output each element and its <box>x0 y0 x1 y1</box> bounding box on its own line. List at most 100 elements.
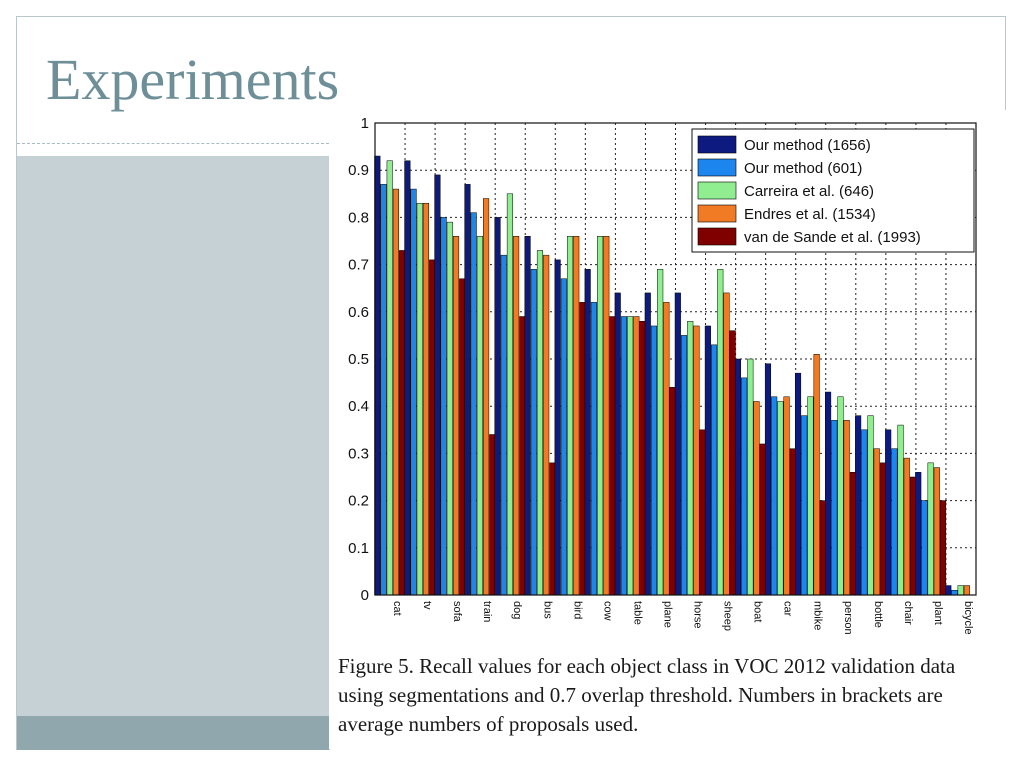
bar-person-1 <box>825 391 832 596</box>
bar-bird-4 <box>573 236 580 596</box>
bar-table-2 <box>620 316 627 596</box>
x-tick-label-chair: chair <box>902 601 914 625</box>
x-tick-label-bottle: bottle <box>872 601 884 628</box>
bar-horse-3 <box>687 320 694 596</box>
x-tick-label-tv: tv <box>421 601 433 610</box>
bar-plane-1 <box>644 292 651 596</box>
legend-swatch-2 <box>697 158 737 177</box>
x-tick-label-sheep: sheep <box>722 601 734 631</box>
bar-sofa-4 <box>452 236 460 596</box>
bar-plane-2 <box>650 325 658 596</box>
y-tick-label: 1 <box>361 115 369 132</box>
y-tick-label: 0.1 <box>348 540 369 557</box>
bar-cat-3 <box>386 160 393 596</box>
bar-person-3 <box>837 396 844 596</box>
bar-bus-2 <box>530 269 537 596</box>
bar-sheep-5 <box>729 330 736 596</box>
bar-sheep-4 <box>723 292 730 596</box>
x-tick-label-mbike: mbike <box>812 601 824 630</box>
bar-sofa-1 <box>434 174 441 596</box>
slide-title: Experiments <box>46 47 340 112</box>
bar-tv-1 <box>404 160 411 596</box>
bar-boat-3 <box>747 358 754 596</box>
bar-boat-2 <box>741 377 748 596</box>
bar-tv-4 <box>422 202 430 596</box>
bar-train-2 <box>470 212 477 596</box>
x-tick-label-dog: dog <box>511 601 523 619</box>
legend-label-5: van de Sande et al. (1993) <box>744 229 921 246</box>
legend-box <box>691 128 975 253</box>
bar-bus-1 <box>524 236 531 596</box>
legend-swatch-5 <box>697 227 737 246</box>
legend-label-1: Our method (1656) <box>744 137 871 154</box>
bar-plant-5 <box>939 500 947 596</box>
side-accent-bar <box>17 716 329 750</box>
bar-sofa-2 <box>440 217 447 596</box>
bar-boat-4 <box>753 401 760 596</box>
bar-chair-4 <box>903 457 910 596</box>
legend-swatch-4 <box>697 204 737 223</box>
y-tick-label: 0.2 <box>348 493 369 510</box>
bar-dog-4 <box>513 236 520 596</box>
y-tick-label: 0.8 <box>348 209 369 226</box>
bar-dog-2 <box>500 254 507 596</box>
x-tick-label-train: train <box>481 601 493 622</box>
bar-dog-5 <box>519 316 526 596</box>
y-tick-label: 0.9 <box>348 162 369 179</box>
bar-train-4 <box>483 198 490 596</box>
bar-car-1 <box>764 363 772 596</box>
bar-train-5 <box>489 434 496 596</box>
bar-cat-4 <box>392 188 399 596</box>
x-tick-label-boat: boat <box>752 601 764 622</box>
x-tick-label-bicycle: bicycle <box>962 601 974 635</box>
bar-bottle-3 <box>867 415 874 596</box>
bar-cow-1 <box>584 269 591 596</box>
bar-boat-5 <box>759 443 766 596</box>
legend-swatch-3 <box>697 181 737 200</box>
bar-cow-4 <box>603 236 610 596</box>
bar-tv-5 <box>429 259 436 596</box>
x-tick-label-plant: plant <box>932 601 944 625</box>
bar-bird-3 <box>566 236 574 596</box>
bar-car-4 <box>783 396 790 596</box>
y-tick-label: 0.3 <box>348 445 369 462</box>
bar-dog-1 <box>494 217 501 596</box>
bar-plant-4 <box>933 467 940 596</box>
bar-train-3 <box>476 236 483 596</box>
bar-mbike-5 <box>819 500 826 596</box>
bar-horse-1 <box>674 292 681 596</box>
legend-label-4: Endres et al. (1534) <box>744 206 876 223</box>
bar-mbike-4 <box>813 354 820 596</box>
bar-bicycle-3 <box>957 585 964 596</box>
x-tick-label-bird: bird <box>571 601 583 619</box>
bar-car-3 <box>777 401 784 596</box>
y-tick-label: 0.4 <box>348 398 369 415</box>
bar-table-5 <box>639 320 646 596</box>
x-tick-label-plane: plane <box>661 601 673 628</box>
bar-table-1 <box>614 292 621 596</box>
figure-caption: Figure 5. Recall values for each object … <box>338 654 956 736</box>
bar-horse-4 <box>693 325 700 596</box>
legend-label-3: Carreira et al. (646) <box>744 183 874 200</box>
bar-person-5 <box>849 472 856 596</box>
bar-mbike-1 <box>794 372 802 596</box>
bar-plant-2 <box>921 500 928 596</box>
bar-cow-2 <box>590 302 597 596</box>
bar-horse-5 <box>699 429 706 596</box>
y-tick-label: 0.5 <box>348 351 369 368</box>
bar-car-2 <box>771 396 778 596</box>
side-panel <box>17 156 329 716</box>
bar-bicycle-4 <box>963 585 970 596</box>
bar-cow-5 <box>609 316 616 596</box>
x-tick-label-car: car <box>782 601 794 617</box>
bar-cat-5 <box>399 250 406 596</box>
bar-sheep-2 <box>711 344 718 596</box>
bar-plane-4 <box>663 302 670 596</box>
bar-bicycle-2 <box>951 590 958 596</box>
bar-bus-3 <box>536 250 544 596</box>
bar-cow-3 <box>597 236 604 596</box>
y-tick-label: 0 <box>361 587 369 604</box>
x-tick-label-sofa: sofa <box>451 601 463 623</box>
x-tick-label-bus: bus <box>541 601 553 619</box>
bar-chair-2 <box>891 448 898 596</box>
